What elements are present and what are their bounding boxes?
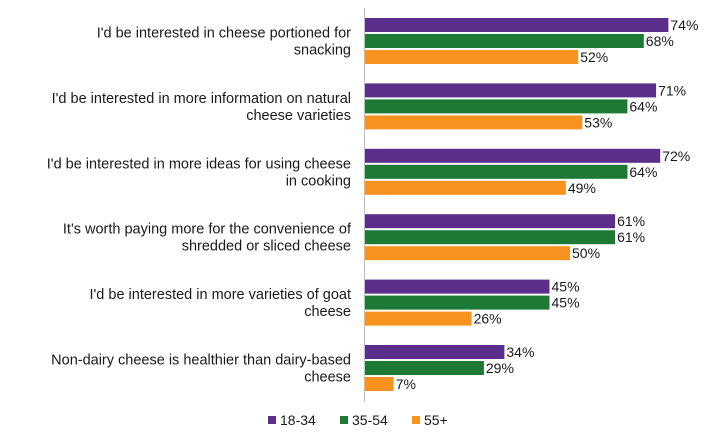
bar-55+ [365,50,579,64]
bar-35-54 [365,34,644,48]
category-label: I'd be interested in more information on… [52,91,351,107]
data-label: 68% [646,33,674,49]
bar-35-54 [365,99,628,114]
value-labels: 74%68%52%71%64%53%72%64%49%61%61%50%45%4… [396,17,699,392]
bar-55+ [365,246,570,261]
category-label: shredded or sliced cheese [182,239,351,255]
bar-18-34 [365,214,616,229]
bar-55+ [365,377,394,391]
category-label: I'd be interested in more varieties of g… [90,287,352,303]
category-label: snacking [294,43,351,59]
data-label: 50% [572,245,600,261]
bars [365,18,669,391]
category-label: cheese [304,370,351,386]
legend: 18-34 35-54 55+ [268,412,448,428]
data-label: 71% [658,82,686,98]
bar-35-54 [365,361,484,375]
bar-18-34 [365,345,505,359]
category-label: It's worth paying more for the convenien… [63,222,352,238]
data-label: 61% [617,213,645,229]
data-label: 53% [584,114,612,130]
legend-label: 35-54 [352,412,388,428]
bar-18-34 [365,148,661,163]
data-label: 7% [396,376,416,392]
bar-55+ [365,115,583,130]
data-label: 64% [629,98,657,114]
data-label: 64% [629,164,657,180]
data-label: 34% [506,344,534,360]
legend-swatch [412,416,420,424]
category-label: in cooking [286,173,351,189]
category-labels: I'd be interested in cheese portioned fo… [47,26,352,386]
legend-label: 55+ [424,412,448,428]
legend-label: 18-34 [280,412,316,428]
data-label: 52% [580,49,608,65]
bar-18-34 [365,18,669,32]
data-label: 45% [552,295,580,311]
category-label: I'd be interested in more ideas for usin… [47,156,351,172]
data-label: 61% [617,229,645,245]
bar-35-54 [365,230,616,245]
bar-35-54 [365,164,628,179]
data-label: 74% [670,17,698,33]
data-label: 26% [474,311,502,327]
bar-35-54 [365,295,550,310]
bar-55+ [365,180,566,195]
category-label: I'd be interested in cheese portioned fo… [97,26,351,42]
data-label: 49% [568,180,596,196]
bar-18-34 [365,83,657,98]
legend-swatch [340,416,348,424]
data-label: 45% [552,279,580,295]
data-label: 72% [662,148,690,164]
bar-55+ [365,311,472,326]
category-label: cheese varieties [246,108,351,124]
data-label: 29% [486,360,514,376]
category-label: Non-dairy cheese is healthier than dairy… [51,353,351,369]
bar-18-34 [365,279,550,294]
category-label: cheese [304,304,351,320]
legend-swatch [268,416,276,424]
